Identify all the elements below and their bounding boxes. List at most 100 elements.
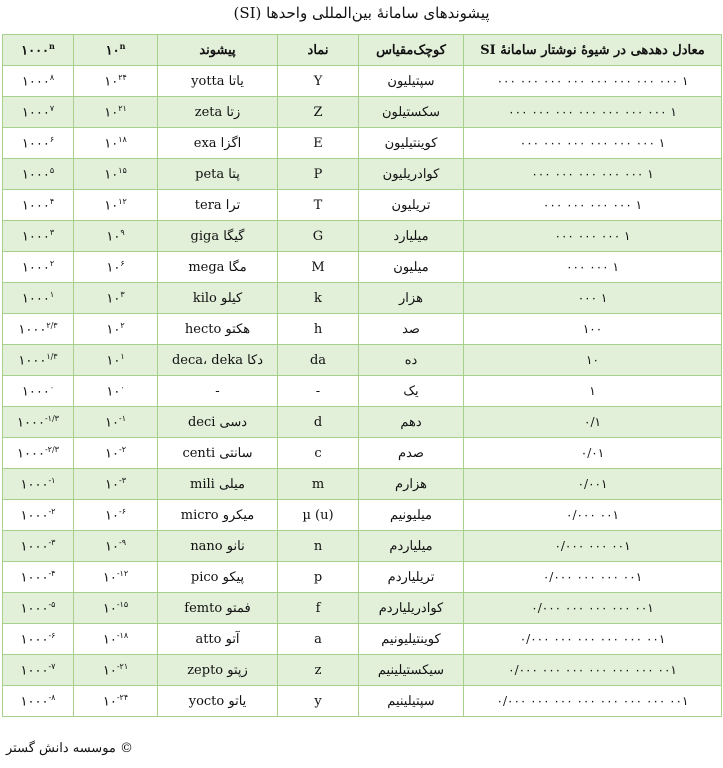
decimal-cell: ۰/۰۰۰ ۰۰۰ ۰۰۱ [463,530,722,562]
decimal-cell: ۱۰ [463,344,722,376]
base: ۱۰ [104,74,119,90]
pow10-cell: ۱۰۶ [73,251,158,283]
decimal-value: ۱ ۰۰۰ ۰۰۰ ۰۰۰ ۰۰۰ ۰۰۰ [531,167,654,181]
decimal-value: ۱ ۰۰۰ ۰۰۰ ۰۰۰ [554,229,631,243]
short-scale-cell: میلیون [358,251,464,283]
exponent: -۱ [118,413,126,423]
exponent: -۸ [48,692,56,702]
decimal-value: ۰/۰۰۰ ۰۰۰ ۰۰۰ ۰۰۱ [542,570,643,584]
pow1000-cell: ۱۰۰۰۱/۳ [2,344,74,376]
exponent: -۲۱ [116,661,129,671]
decimal-value: ۰/۰۰۰ ۰۰۰ ۰۰۰ ۰۰۰ ۰۰۱ [531,601,654,615]
base: ۱۰۰۰ [20,663,49,679]
pow10-cell: ۱۰۱۵ [73,158,158,190]
decimal-value: ۱ ۰۰۰ ۰۰۰ ۰۰۰ ۰۰۰ [542,198,643,212]
pow10-cell: ۱۰۱ [73,344,158,376]
base: ۱۰ [102,601,117,617]
pow10-cell: ۱۰۱۸ [73,127,158,159]
table-row: ۱ ۰۰۰ ۰۰۰ میلیون M مگا mega ۱۰۶ ۱۰۰۰۲ [2,251,722,283]
short-scale-cell: تریلیون [358,189,464,221]
prefix-cell: یاتا yotta [157,65,278,97]
pow10-cell: ۱۰۲ [73,313,158,345]
decimal-value: ۰/۰۰۰ ۰۰۱ [566,508,619,522]
pow1000-cell: ۱۰۰۰-۴ [2,561,74,593]
decimal-cell: ۱۰۰ [463,313,722,345]
pow10-cell: ۱۰-۲۱ [73,654,158,686]
prefix-cell: یاتو yocto [157,685,278,717]
base: ۱۰ [104,105,119,121]
base: ۱۰ [104,198,119,214]
prefix-cell: فمتو femto [157,592,278,624]
prefix-cell: - [157,375,278,407]
table-row: ۰/۰۱ صدم c سانتی centi ۱۰-۲ ۱۰۰۰-۲/۳ [2,437,722,469]
short-scale-cell: سکستیلون [358,96,464,128]
header-decimal: معادل دهدهی در شیوهٔ نوشتار سامانهٔ SI [463,34,722,66]
base: ۱۰۰۰ [20,601,49,617]
base: ۱۰۰۰ [21,229,50,245]
base: ۱۰ [105,477,119,493]
short-scale-cell: کوادریلیاردم [358,592,464,624]
exponent: ۱/۳ [46,351,58,361]
pow10-cell: ۱۰-۹ [73,530,158,562]
short-scale-cell: کوینتیلیون [358,127,464,159]
exponent: n [119,41,126,52]
prefix-cell: زتا zeta [157,96,278,128]
symbol-cell: M [277,251,359,283]
exponent: ۲۴ [118,72,127,82]
symbol-cell: (u) µ [277,499,359,531]
exponent: -۶ [48,630,56,640]
exponent: ۴ [49,196,55,206]
base: ۱۰۰۰ [20,508,49,524]
base: ۱۰۰۰ [21,260,50,276]
base: ۱۰ [104,167,119,183]
exponent: -۳ [118,475,126,485]
pow1000-cell: ۱۰۰۰-۲/۳ [2,437,74,469]
decimal-value: ۰/۰۰۰ ۰۰۰ ۰۰۰ ۰۰۰ ۰۰۰ ۰۰۱ [519,632,666,646]
pow10-cell: ۱۰۳ [73,282,158,314]
pow1000-cell: ۱۰۰۰۲/۳ [2,313,74,345]
decimal-cell: ۰/۰۰۰ ۰۰۰ ۰۰۰ ۰۰۰ ۰۰۰ ۰۰۱ [463,623,722,655]
exponent: -۴ [48,568,56,578]
symbol-cell: p [277,561,359,593]
short-scale-cell: سیکستیلینیم [358,654,464,686]
base: ۱۰۰۰ [21,105,50,121]
prefix-cell: پیکو pico [157,561,278,593]
symbol-cell: k [277,282,359,314]
short-scale-cell: میلیارد [358,220,464,252]
exponent: ۱ [120,351,125,361]
decimal-cell: ۱ ۰۰۰ ۰۰۰ ۰۰۰ ۰۰۰ ۰۰۰ ۰۰۰ ۰۰۰ [463,96,722,128]
decimal-cell: ۰/۰۰۰ ۰۰۰ ۰۰۰ ۰۰۰ ۰۰۰ ۰۰۰ ۰۰۰ ۰۰۱ [463,685,722,717]
exponent: -۲ [118,444,126,454]
base: ۱۰ [102,663,117,679]
base: ۱۰۰۰ [21,74,50,90]
exponent: ۱۸ [118,134,127,144]
base: ۱۰۰۰ [21,198,50,214]
short-scale-cell: دهم [358,406,464,438]
pow1000-cell: ۱۰۰۰-۶ [2,623,74,655]
exponent: ۹ [120,227,125,237]
exponent: -۷ [48,661,56,671]
decimal-value: ۰/۰۰۰ ۰۰۰ ۰۰۰ ۰۰۰ ۰۰۰ ۰۰۰ ۰۰۰ ۰۰۱ [496,694,689,708]
pow1000-cell: ۱۰۰۰۳ [2,220,74,252]
prefix-cell: گیگا giga [157,220,278,252]
decimal-value: ۱۰۰ [582,322,603,336]
pow1000-cell: ۱۰۰۰-۱/۳ [2,406,74,438]
header-short-scale: کوچک‌مقیاس [358,34,464,66]
decimal-value: ۱۰ [586,353,599,367]
decimal-cell: ۱ ۰۰۰ [463,282,722,314]
base: ۱۰ [106,322,121,338]
symbol-cell: c [277,437,359,469]
base: ۱۰۰۰ [21,384,50,400]
base: ۱۰ [106,384,121,400]
exponent: -۱/۳ [44,413,59,423]
base: ۱۰ [102,632,117,648]
table-row: ۰/۰۰۰ ۰۰۰ ۰۰۰ ۰۰۰ ۰۰۰ ۰۰۰ ۰۰۰ ۰۰۱ سپتیلین… [2,685,722,717]
decimal-value: ۱ ۰۰۰ ۰۰۰ ۰۰۰ ۰۰۰ ۰۰۰ ۰۰۰ ۰۰۰ ۰۰۰ [496,74,689,88]
decimal-value: ۰/۰۰۰ ۰۰۰ ۰۰۱ [554,539,631,553]
base: ۱۰ [105,508,119,524]
header-row: معادل دهدهی در شیوهٔ نوشتار سامانهٔ SI ک… [2,34,722,66]
exponent: ۵ [49,165,55,175]
base: ۱۰۰۰ [17,415,45,431]
pow10-cell: ۱۰۰ [73,375,158,407]
table-row: ۱ ۰۰۰ ۰۰۰ ۰۰۰ ۰۰۰ ۰۰۰ ۰۰۰ ۰۰۰ ۰۰۰ سپتیلیو… [2,65,722,97]
